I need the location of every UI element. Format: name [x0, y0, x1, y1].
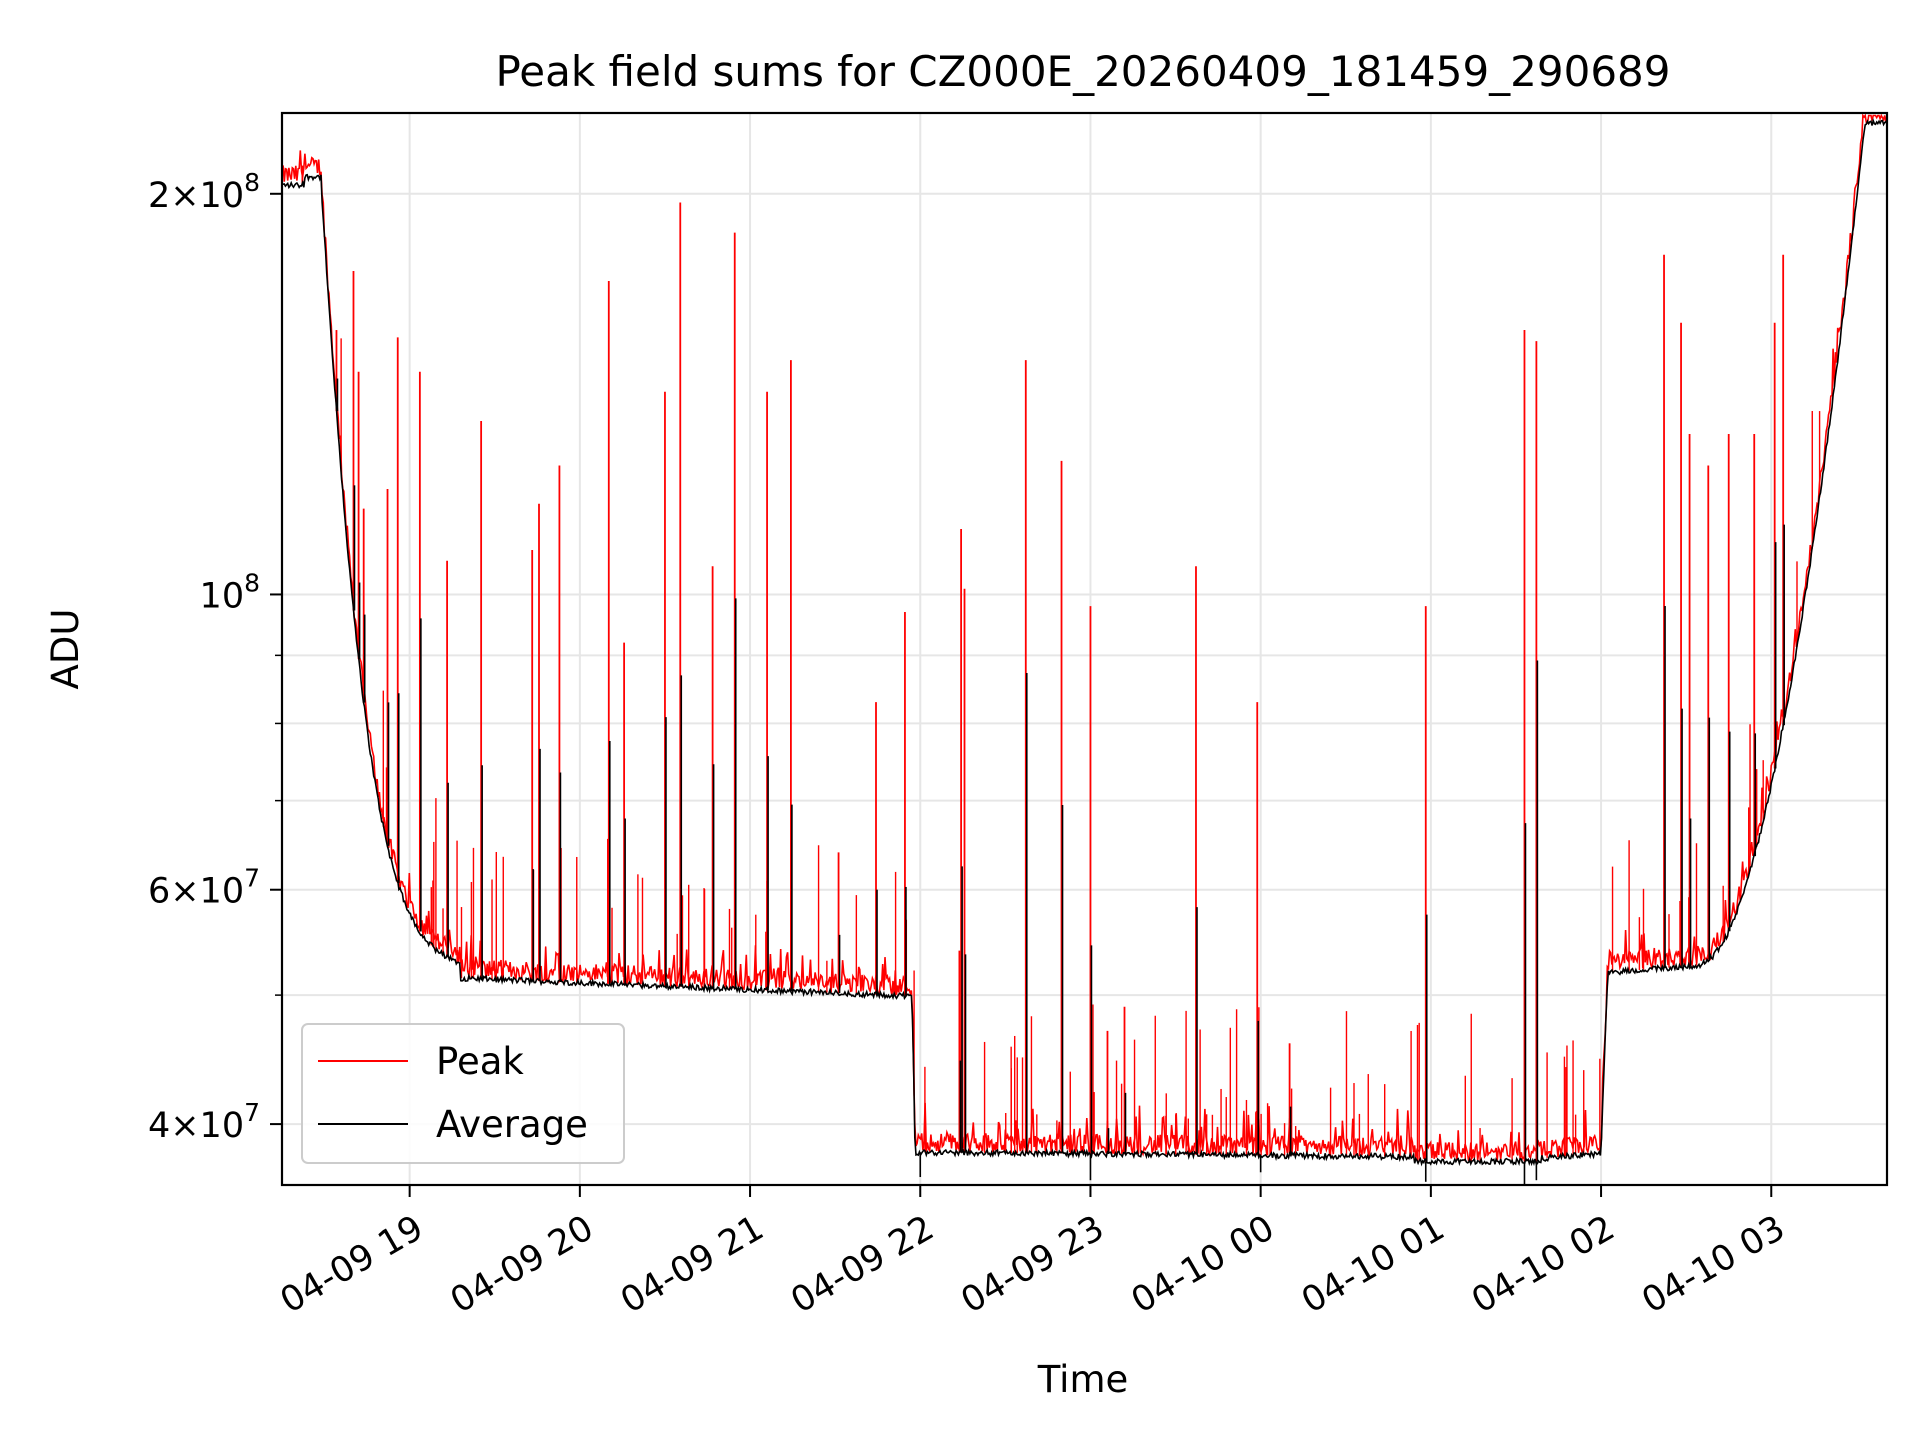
y-tick-label: 2×108 [148, 168, 260, 216]
y-axis-label: ADU [44, 609, 87, 690]
y-tick-label: 4×107 [148, 1098, 260, 1146]
legend-peak-label: Peak [436, 1040, 524, 1083]
y-axis: 4×107 6×107 108 2×108 [148, 168, 282, 1146]
chart-title: Peak field sums for CZ000E_20260409_1814… [495, 47, 1670, 96]
y-tick-label: 108 [200, 568, 260, 616]
average-series-line [281, 117, 1888, 1167]
y-tick-label: 6×107 [148, 864, 260, 912]
legend-box [301, 1023, 625, 1164]
x-axis-label: Time [1037, 1358, 1129, 1401]
grid-lines [282, 113, 1887, 1185]
peak-series-line [281, 113, 1888, 1161]
legend: Peak Average [301, 1023, 625, 1164]
axes-frame [280, 111, 1889, 1187]
legend-average-label: Average [436, 1103, 588, 1146]
plot-data [281, 113, 1888, 1185]
